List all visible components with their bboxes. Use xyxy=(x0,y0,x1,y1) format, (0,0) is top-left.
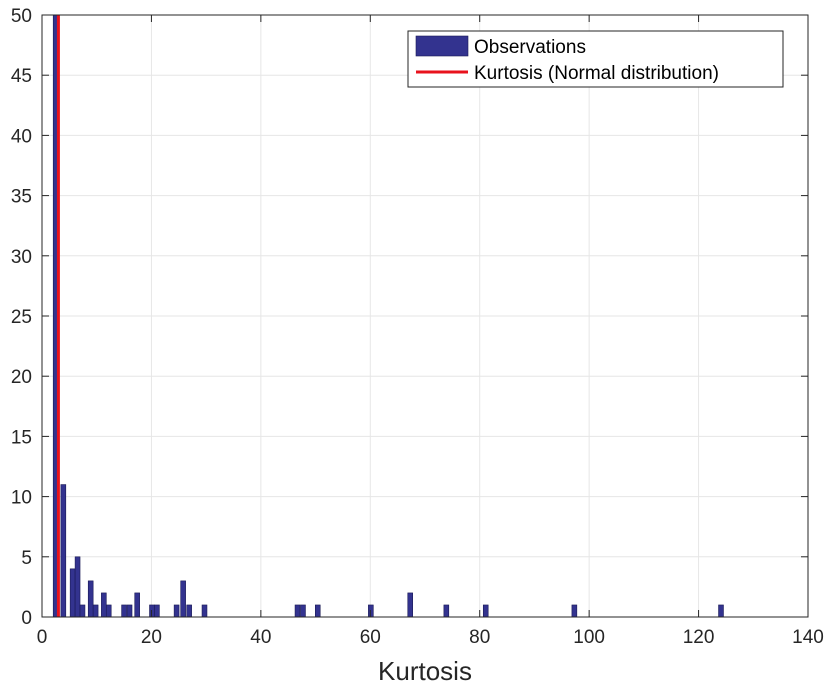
histogram-bar xyxy=(718,604,724,618)
histogram-bar xyxy=(79,604,86,618)
y-tick-label: 10 xyxy=(11,488,32,509)
y-tick-label: 25 xyxy=(11,307,32,328)
histogram-bar xyxy=(60,484,67,618)
x-tick-label: 0 xyxy=(37,627,48,648)
histogram-bar xyxy=(69,568,76,618)
histogram-bar xyxy=(149,604,155,618)
histogram-bar xyxy=(92,604,99,618)
histogram-bar xyxy=(314,604,321,618)
legend-label-observations: Observations xyxy=(474,37,586,58)
grid xyxy=(42,15,808,617)
histogram-bar xyxy=(482,604,489,618)
y-tick-label: 15 xyxy=(11,427,32,448)
y-axis-ticks: 0 5 10 15 20 25 30 35 40 45 50 xyxy=(11,6,808,629)
legend-swatch-observations xyxy=(415,35,469,57)
x-tick-label: 40 xyxy=(250,627,271,648)
histogram-bar xyxy=(294,604,301,618)
histogram-bar xyxy=(121,604,127,618)
y-tick-label: 30 xyxy=(11,247,32,268)
histogram-bar xyxy=(154,604,160,618)
legend: Observations Kurtosis (Normal distributi… xyxy=(407,30,784,88)
legend-label-normal-kurtosis: Kurtosis (Normal distribution) xyxy=(474,63,719,84)
histogram-bar xyxy=(186,604,192,618)
histogram-bar xyxy=(201,604,208,618)
histogram-bar xyxy=(407,592,413,618)
x-tick-label: 80 xyxy=(469,627,490,648)
histogram-bar xyxy=(105,604,112,618)
histogram-bar xyxy=(87,580,94,618)
y-tick-label: 5 xyxy=(21,548,32,569)
x-tick-label: 120 xyxy=(683,627,715,648)
x-axis-title: Kurtosis xyxy=(378,656,472,686)
histogram-bar xyxy=(173,604,180,618)
histogram-bar xyxy=(126,604,133,618)
histogram-bar xyxy=(571,604,578,618)
x-tick-label: 60 xyxy=(360,627,381,648)
x-tick-label: 140 xyxy=(792,627,824,648)
histogram-bar xyxy=(74,556,81,618)
x-axis-ticks: 0 20 40 60 80 100 120 140 xyxy=(37,15,824,648)
histogram-bar xyxy=(134,592,140,618)
y-tick-label: 40 xyxy=(11,126,32,147)
histogram-bar xyxy=(368,604,374,618)
y-tick-label: 45 xyxy=(11,66,32,87)
y-tick-label: 20 xyxy=(11,367,32,388)
histogram-bar xyxy=(443,604,450,618)
histogram-bar xyxy=(300,604,306,618)
y-tick-label: 50 xyxy=(11,6,32,27)
x-tick-label: 100 xyxy=(573,627,605,648)
histogram-bar xyxy=(101,592,107,618)
x-tick-label: 20 xyxy=(141,627,162,648)
y-tick-label: 35 xyxy=(11,187,32,208)
legend-box xyxy=(407,30,784,88)
histogram-bar xyxy=(180,580,186,618)
y-tick-label: 0 xyxy=(21,608,32,629)
